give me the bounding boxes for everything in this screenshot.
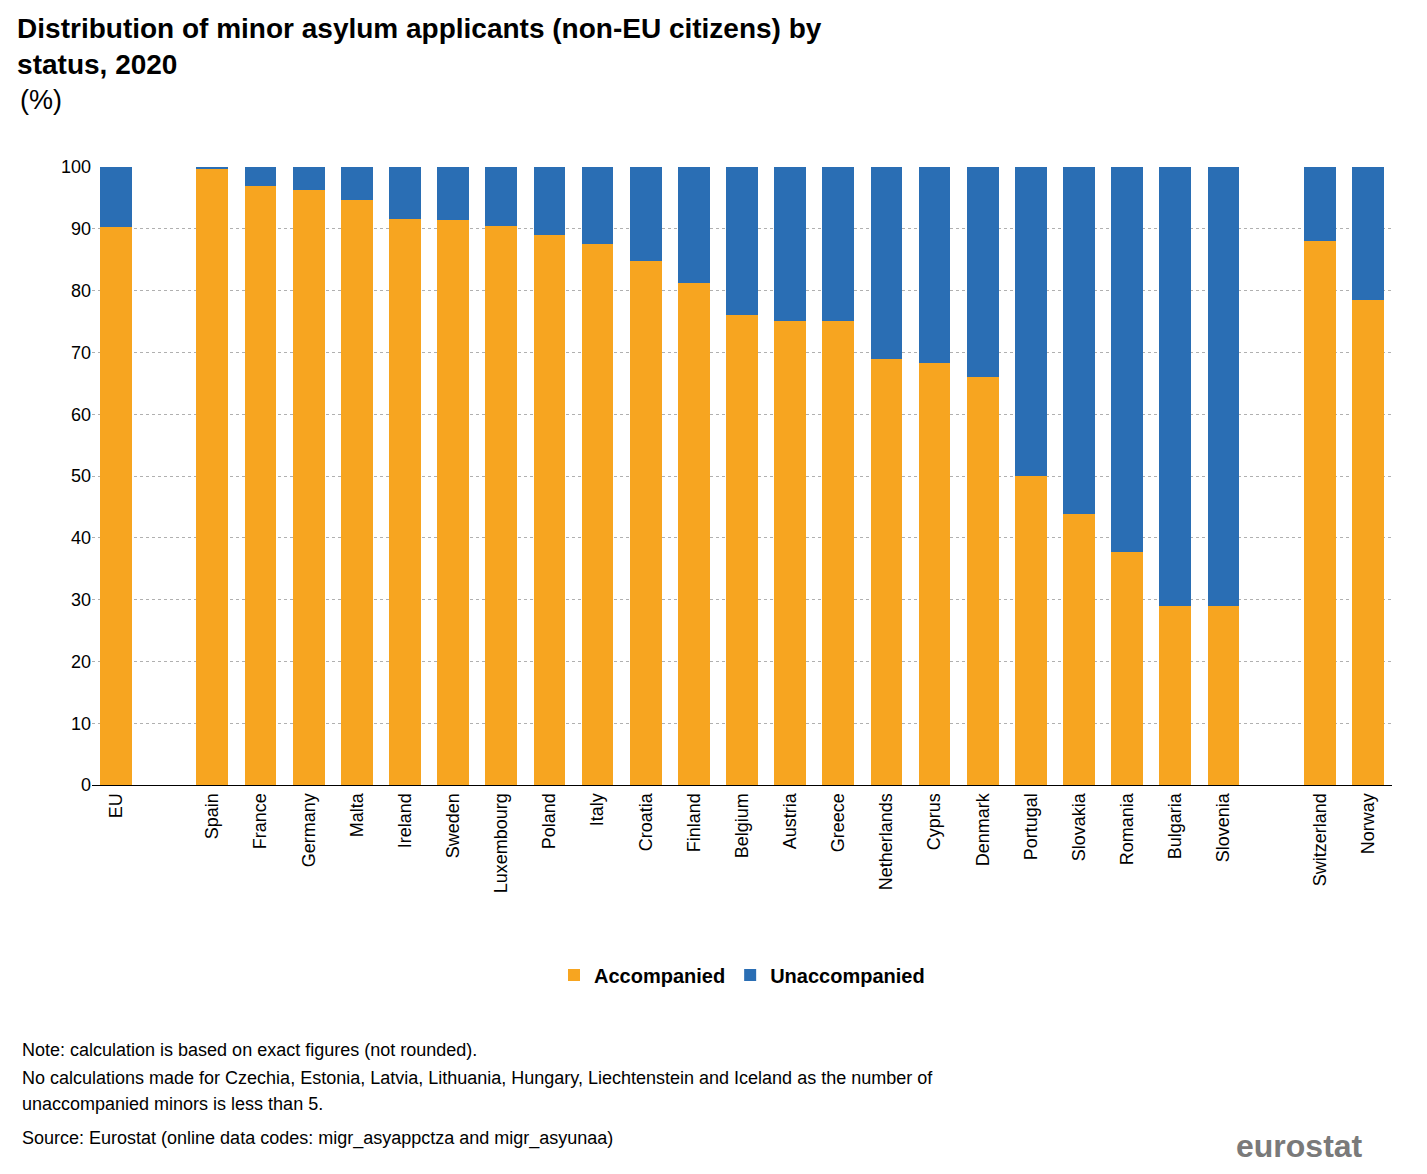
svg-text:20: 20 (71, 652, 91, 672)
svg-text:Italy: Italy (587, 793, 607, 826)
svg-text:Croatia: Croatia (636, 792, 656, 851)
svg-text:France: France (250, 793, 270, 849)
svg-text:Poland: Poland (539, 793, 559, 849)
svg-text:(%): (%) (20, 85, 62, 115)
svg-text:Slovakia: Slovakia (1069, 792, 1089, 861)
svg-text:90: 90 (71, 219, 91, 239)
svg-text:Note: calculation is based on: Note: calculation is based on exact figu… (22, 1040, 477, 1060)
svg-text:Germany: Germany (299, 793, 319, 867)
svg-text:Luxembourg: Luxembourg (491, 793, 511, 893)
svg-text:30: 30 (71, 590, 91, 610)
svg-text:Slovenia: Slovenia (1213, 792, 1233, 862)
svg-text:Switzerland: Switzerland (1310, 793, 1330, 886)
svg-text:70: 70 (71, 343, 91, 363)
svg-text:Spain: Spain (202, 793, 222, 839)
svg-text:Ireland: Ireland (395, 793, 415, 848)
svg-text:EU: EU (106, 793, 126, 818)
svg-text:Source: Eurostat (online data: Source: Eurostat (online data codes: mig… (22, 1128, 613, 1149)
svg-text:Norway: Norway (1358, 793, 1378, 854)
svg-text:Austria: Austria (780, 792, 800, 849)
svg-text:Portugal: Portugal (1021, 793, 1041, 860)
svg-text:Cyprus: Cyprus (924, 793, 944, 850)
svg-text:Unaccompanied: Unaccompanied (770, 965, 924, 987)
svg-text:Finland: Finland (684, 793, 704, 852)
svg-text:40: 40 (71, 528, 91, 548)
svg-text:50: 50 (71, 466, 91, 486)
svg-text:Bulgaria: Bulgaria (1165, 792, 1185, 859)
svg-text:unaccompanied minors is less t: unaccompanied minors is less than 5. (22, 1094, 323, 1114)
svg-text:No calculations made for Czech: No calculations made for Czechia, Estoni… (22, 1068, 933, 1088)
svg-text:Sweden: Sweden (443, 793, 463, 858)
svg-text:Greece: Greece (828, 793, 848, 852)
svg-text:Malta: Malta (347, 792, 367, 837)
svg-text:Romania: Romania (1117, 792, 1137, 865)
svg-text:eurostat: eurostat (1236, 1128, 1363, 1164)
svg-text:0: 0 (81, 775, 91, 795)
svg-text:Belgium: Belgium (732, 793, 752, 858)
svg-text:Denmark: Denmark (973, 792, 993, 866)
svg-text:60: 60 (71, 405, 91, 425)
svg-text:Accompanied: Accompanied (594, 965, 725, 987)
svg-text:Netherlands: Netherlands (876, 793, 896, 890)
svg-text:Distribution of minor asylum a: Distribution of minor asylum applicants … (17, 13, 822, 80)
svg-text:80: 80 (71, 281, 91, 301)
svg-text:10: 10 (71, 714, 91, 734)
svg-text:100: 100 (61, 157, 91, 177)
